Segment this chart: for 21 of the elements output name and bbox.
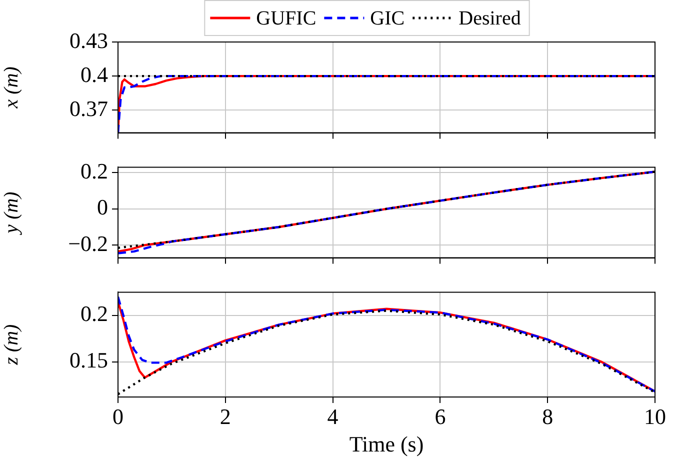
y-tick-label: −0.2 — [68, 230, 108, 256]
x-tick-label: 6 — [434, 404, 446, 429]
legend-label: GUFIC — [256, 7, 316, 30]
y-tick-label: 0.37 — [70, 96, 108, 121]
legend-label: Desired — [458, 7, 521, 30]
y-tick-label: 0.2 — [80, 301, 108, 326]
y-axis-title: y (m) — [0, 191, 22, 236]
y-tick-label: 0.43 — [70, 28, 108, 53]
x-tick-label: 4 — [327, 404, 338, 429]
x-tick-label: 0 — [112, 404, 124, 429]
x-tick-label: 10 — [644, 404, 666, 429]
y-axis-title: z (m) — [0, 324, 22, 366]
x-axis-title: Time (s) — [349, 432, 424, 457]
y-tick-label: 0.15 — [70, 348, 108, 373]
y-tick-label: 0 — [97, 194, 108, 220]
y-tick-label: 0.4 — [80, 62, 108, 87]
y-tick-label: 0.2 — [80, 158, 108, 184]
y-axis-title: x (m) — [0, 66, 22, 110]
legend-label: GIC — [370, 7, 405, 30]
x-tick-label: 8 — [542, 404, 554, 429]
x-tick-label: 2 — [220, 404, 231, 429]
